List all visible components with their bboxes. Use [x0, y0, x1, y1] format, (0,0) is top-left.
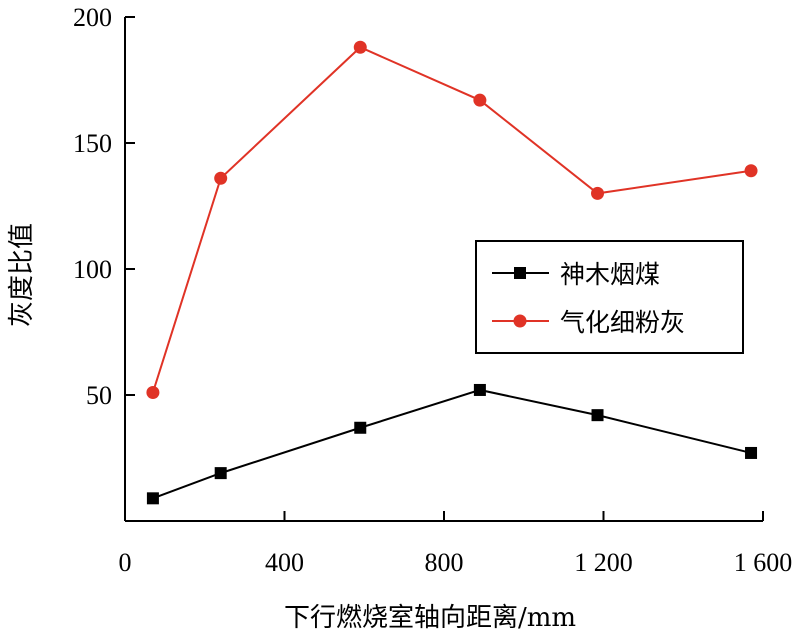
data-point-circle: [146, 385, 160, 399]
y-tick-label: 200: [73, 3, 112, 32]
y-axis-title: 灰度比值: [7, 223, 37, 327]
series-layer: [146, 40, 758, 505]
series-line-0: [152, 388, 752, 500]
legend: 神木烟煤 气化细粉灰: [475, 240, 744, 354]
x-tick-label: 1 200: [574, 548, 633, 577]
data-point-square: [473, 383, 486, 396]
data-point-circle: [591, 186, 605, 200]
data-point-square: [591, 409, 604, 422]
legend-label-shenmu: 神木烟煤: [560, 260, 660, 289]
x-tick-label: 800: [425, 548, 464, 577]
x-axis-title: 下行燃烧室轴向距离/mm: [284, 603, 576, 633]
legend-label-gasification: 气化细粉灰: [560, 308, 685, 337]
data-point-square: [745, 446, 758, 459]
x-tick-label: 0: [119, 548, 132, 577]
x-tick-label: 1 600: [734, 548, 793, 577]
x-tick-label: 400: [265, 548, 304, 577]
x-axis-ticks: 0 400 800 1 200 1 600: [119, 511, 793, 577]
data-point-circle: [353, 40, 367, 54]
data-point-circle: [214, 171, 228, 185]
data-point-square: [354, 421, 367, 434]
legend-marker-square: [514, 267, 526, 279]
legend-box: [475, 240, 744, 354]
legend-marker-circle: [513, 314, 527, 328]
data-point-circle: [473, 93, 487, 107]
y-tick-label: 150: [73, 129, 112, 158]
y-axis-ticks: 50 100 150 200: [73, 3, 135, 410]
data-point-circle: [744, 164, 758, 178]
data-point-square: [146, 492, 159, 505]
y-tick-label: 100: [73, 255, 112, 284]
y-tick-label: 50: [86, 381, 112, 410]
series-line-1: [151, 46, 752, 393]
data-point-square: [214, 467, 227, 480]
